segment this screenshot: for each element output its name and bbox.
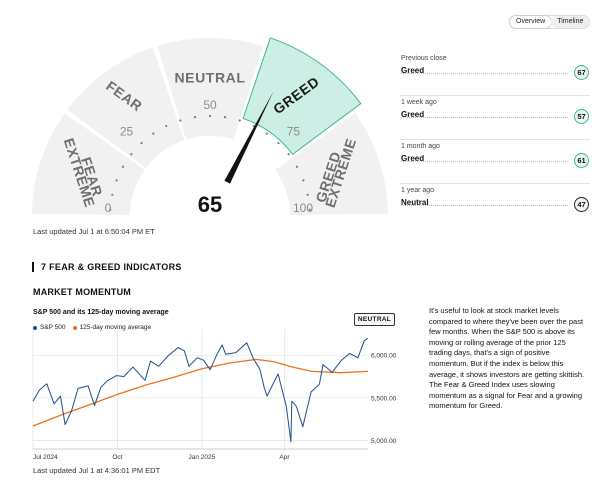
- indicator-title: MARKET MOMENTUM: [33, 287, 131, 297]
- history-value: Neutral: [401, 198, 429, 207]
- gauge-tick-dot: [302, 179, 305, 182]
- legend-label: S&P 500: [40, 324, 66, 331]
- gauge-tick-dot: [115, 179, 118, 182]
- tab-overview[interactable]: Overview: [510, 16, 552, 28]
- y-tick-label: 5,000.00: [371, 438, 397, 445]
- gauge-tick-dot: [111, 193, 114, 196]
- gauge-tick-dot: [277, 142, 280, 145]
- gauge-tick-dot: [193, 116, 197, 119]
- view-toggle[interactable]: Overview Timeline: [509, 15, 590, 29]
- gauge-tick-dot: [152, 132, 155, 135]
- legend-item-sp500: S&P 500: [33, 324, 66, 331]
- indicator-description: It's useful to look at stock market leve…: [429, 306, 585, 411]
- gauge-last-updated: Last updated Jul 1 at 6:50:04 PM ET: [33, 227, 155, 236]
- tab-timeline[interactable]: Timeline: [551, 16, 590, 28]
- gauge-tick-label: 0: [105, 201, 112, 215]
- gauge-segment-label: NEUTRAL: [174, 70, 245, 86]
- gauge-tick-dot: [265, 132, 268, 135]
- x-tick-label: Jul 2024: [33, 454, 58, 461]
- x-tick-label: Apr: [279, 454, 290, 461]
- history-label: 1 year ago: [401, 187, 435, 194]
- history-label: 1 month ago: [401, 143, 440, 150]
- chart-title: S&P 500 and its 125-day moving average: [33, 309, 169, 316]
- history-label: 1 week ago: [401, 99, 437, 106]
- history-value: Greed: [401, 154, 425, 163]
- history-row-1-year-ago: 1 year ago Neutral 47: [400, 184, 590, 228]
- gauge-tick-dot: [121, 165, 125, 168]
- gauge-center-disc: [172, 178, 248, 250]
- gauge-value: 65: [198, 192, 222, 217]
- history-label: Previous close: [401, 55, 447, 62]
- history-score-badge: 47: [574, 197, 589, 212]
- gauge-segment-extreme-fear: [32, 113, 145, 215]
- series-dot-icon: [72, 325, 77, 330]
- x-tick-label: Oct: [112, 454, 122, 461]
- series-dot-icon: [33, 325, 37, 330]
- gauge-tick-label: 100: [293, 201, 313, 215]
- gauge-segment-fear: [67, 47, 185, 169]
- gauge-tick-dot: [179, 119, 182, 122]
- history-score-badge: 67: [574, 65, 589, 80]
- dotted-leader: [401, 205, 568, 206]
- status-badge: NEUTRAL: [354, 313, 395, 326]
- indicators-section-title: 7 FEAR & GREED INDICATORS: [32, 262, 182, 272]
- gauge-needle: [223, 91, 274, 186]
- gauge-tick-dot: [165, 124, 168, 128]
- gauge-tick-dot: [295, 165, 299, 168]
- dotted-leader: [401, 161, 568, 162]
- sp500-series-line: [32, 337, 369, 443]
- gauge-tick-label: 25: [120, 125, 134, 139]
- gauge-tick-label: 75: [287, 125, 301, 139]
- historical-values-list: Previous close Greed 67 1 week ago Greed…: [400, 52, 590, 228]
- dotted-leader: [401, 73, 568, 74]
- history-value: Greed: [401, 110, 425, 119]
- gauge-tick-dot: [238, 119, 241, 122]
- chart-last-updated: Last updated Jul 1 at 4:36:01 PM EDT: [33, 466, 161, 475]
- moving-average-series-line: [32, 358, 369, 427]
- gauge-segment-neutral: [157, 37, 263, 140]
- gauge-tick-dot: [308, 208, 311, 211]
- gauge-tick-dot: [140, 142, 143, 145]
- gauge-tick-dot: [287, 153, 290, 156]
- gauge-tick-dot: [208, 114, 212, 118]
- history-score-badge: 61: [574, 153, 589, 168]
- legend-label: 125-day moving average: [79, 324, 152, 331]
- y-tick-label: 6,000.00: [371, 353, 397, 360]
- history-row-previous-close: Previous close Greed 67: [400, 52, 590, 96]
- y-tick-label: 5,500.00: [371, 395, 397, 402]
- gauge-tick-dot: [223, 116, 227, 119]
- gauge-tick-dot: [130, 153, 133, 156]
- gauge-tick-dot: [109, 208, 112, 211]
- dotted-leader: [401, 117, 568, 118]
- x-tick-label: Jan 2025: [189, 454, 216, 461]
- gauge-tick-dot: [306, 193, 309, 196]
- history-row-1-month-ago: 1 month ago Greed 61: [400, 140, 590, 184]
- gauge-tick-label: 50: [203, 98, 217, 112]
- history-score-badge: 57: [574, 109, 589, 124]
- history-row-1-week-ago: 1 week ago Greed 57: [400, 96, 590, 140]
- chart-legend: S&P 500 125-day moving average: [33, 324, 151, 331]
- legend-item-moving-average: 125-day moving average: [72, 324, 152, 331]
- gauge-segment-extreme-greed: [275, 113, 388, 215]
- history-value: Greed: [401, 66, 425, 75]
